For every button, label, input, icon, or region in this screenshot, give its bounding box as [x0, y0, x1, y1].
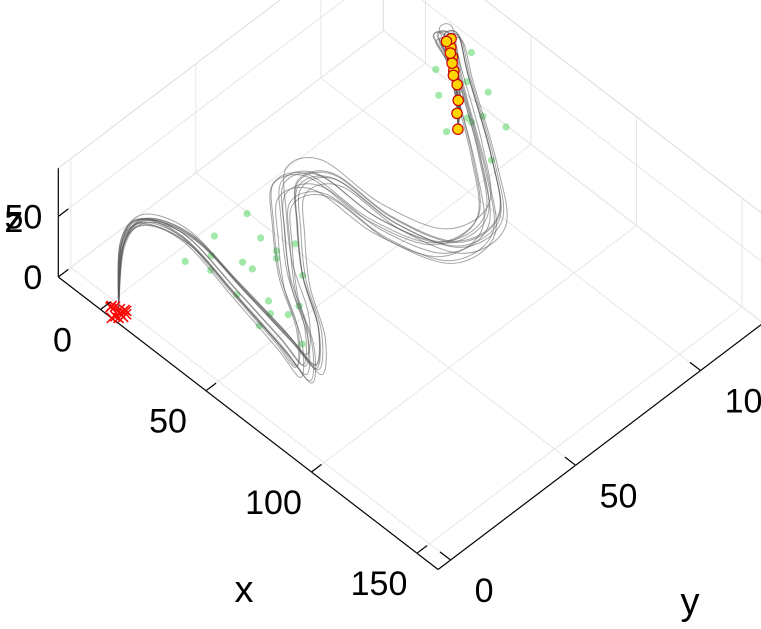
x-gridline — [311, 225, 637, 473]
end-marker — [452, 94, 464, 107]
z-gridline-back — [382, 30, 761, 323]
start-marker — [120, 308, 132, 320]
start-marker — [114, 303, 126, 315]
trajectory-line — [118, 23, 492, 355]
x-axis-label: x — [235, 569, 254, 611]
y-tick-mark — [564, 456, 576, 466]
x-tick-mark — [100, 301, 111, 310]
z-gridline — [57, 0, 345, 217]
end-markers — [440, 32, 464, 135]
x-tick-mark — [416, 545, 428, 554]
start-marker — [106, 300, 118, 312]
z-axis-label: z — [5, 199, 24, 241]
y-tick-label: 50 — [600, 477, 638, 515]
green-point — [210, 232, 218, 240]
y-tick-mark — [439, 551, 451, 561]
z-tick-mark — [57, 208, 69, 217]
green-point — [248, 265, 256, 273]
y-tick-label: 100 — [725, 383, 761, 421]
end-marker — [444, 47, 457, 59]
x-tick-mark — [205, 382, 217, 392]
green-point — [432, 65, 440, 73]
green-point — [181, 257, 189, 265]
z-tick-label: 0 — [23, 259, 42, 297]
trajectory-line — [118, 32, 502, 370]
axis-ticks: 0 50 100 150 0 50 100 0 50 — [4, 199, 761, 611]
z-gridline-back — [421, 0, 761, 262]
green-point — [272, 254, 281, 262]
green-point — [443, 128, 451, 136]
x-gridline — [416, 306, 743, 554]
end-marker — [447, 69, 460, 82]
trajectory-line — [118, 36, 491, 376]
green-point — [243, 210, 251, 218]
trajectory-line — [118, 30, 502, 367]
x-tick-mark — [311, 463, 322, 473]
end-marker — [440, 35, 453, 48]
y-axis-line — [437, 323, 761, 570]
x-axis-line — [57, 276, 439, 570]
green-point — [484, 88, 492, 96]
z-tick-label: 50 — [4, 199, 42, 237]
green-point — [264, 297, 273, 305]
trajectory-line — [118, 31, 490, 367]
green-point — [435, 91, 443, 99]
end-marker — [451, 107, 463, 120]
end-marker — [452, 123, 464, 135]
z-gridline — [57, 30, 384, 278]
trajectory-line — [118, 36, 508, 376]
trajectory-line — [118, 29, 501, 365]
z-tick-mark — [57, 268, 69, 278]
start-markers — [105, 300, 132, 324]
trajectory-line — [117, 38, 485, 378]
y-tick-mark — [689, 361, 701, 371]
green-point — [257, 234, 265, 242]
x-tick-label: 0 — [53, 322, 72, 360]
trajectory-line — [118, 33, 505, 371]
x-tick-label: 100 — [245, 484, 302, 522]
start-marker — [120, 305, 132, 317]
green-point — [467, 48, 475, 57]
y-gridline — [320, 77, 701, 371]
start-marker — [109, 310, 122, 322]
y-gridline — [70, 267, 451, 561]
y-tick-label: 0 — [475, 572, 494, 610]
top-back-edge — [57, 0, 281, 169]
green-point — [284, 311, 292, 319]
top-right-edge — [484, 0, 761, 214]
green-point — [239, 258, 247, 266]
x-tick-label: 50 — [149, 403, 187, 441]
green-point — [502, 123, 510, 131]
end-marker — [446, 57, 458, 69]
x-gridline — [100, 62, 426, 310]
grid-lines — [57, 0, 761, 561]
x-tick-label: 150 — [351, 565, 408, 603]
green-point — [291, 240, 299, 248]
y-axis-label: y — [681, 581, 700, 623]
axes-box — [57, 0, 761, 570]
start-marker — [106, 312, 118, 324]
y-gridline — [195, 172, 576, 466]
